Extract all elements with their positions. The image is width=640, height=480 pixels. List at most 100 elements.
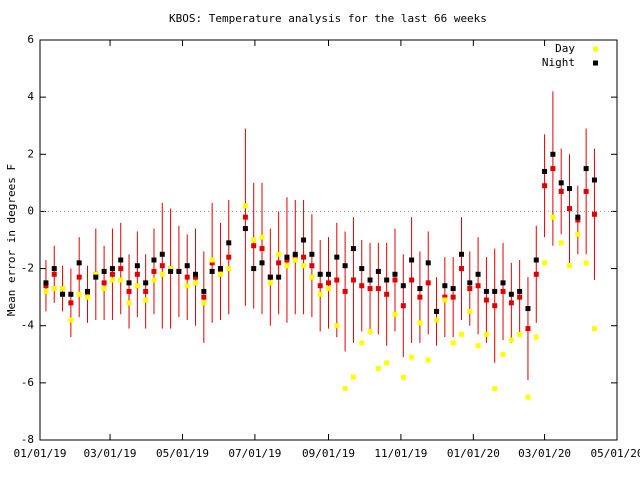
point [367,328,373,334]
point [375,286,381,292]
point [267,274,273,280]
point [101,268,107,274]
point [450,286,456,292]
point [359,266,365,272]
point [193,280,199,286]
point [442,294,448,300]
point [533,257,539,263]
point [425,280,431,286]
y-tick-label: -8 [21,433,34,446]
point [151,257,157,263]
point [43,283,49,289]
point [409,257,415,263]
point [251,266,257,272]
point [475,271,481,277]
point [284,254,290,260]
point [143,280,149,286]
point [575,231,581,237]
point [126,288,132,294]
point [326,286,331,292]
x-tick-label: 11/01/19 [374,447,427,460]
point [292,251,298,257]
point [276,274,282,280]
point [350,374,356,380]
point [143,288,149,294]
y-tick-label: 0 [27,204,34,217]
point [126,280,132,286]
point [583,166,589,172]
point [533,334,539,340]
point [517,331,523,337]
point [51,271,57,277]
point [583,260,589,266]
point [375,366,381,372]
point [375,268,381,274]
point [193,274,199,280]
point [43,288,49,294]
point [259,234,265,240]
point [134,271,140,277]
point [525,306,531,312]
point [159,251,165,257]
point [434,317,440,323]
point [475,343,481,349]
y-axis-label: Mean error in degrees F [5,164,18,316]
chart-title: KBOS: Temperature analysis for the last … [169,12,487,25]
x-tick-label: 07/01/19 [228,447,281,460]
point [301,263,307,269]
point [334,323,340,329]
point [93,274,99,280]
point [151,277,157,283]
point [400,303,406,309]
point [267,280,273,286]
point [542,183,548,189]
point [251,243,257,249]
point [483,297,489,303]
point [392,271,398,277]
point [68,317,74,323]
point [384,360,390,366]
point [417,294,423,300]
point [68,291,74,297]
point [309,263,315,269]
point [359,283,365,289]
point [417,286,423,292]
point [168,268,174,274]
point [508,291,514,297]
point [500,280,506,286]
point [317,291,323,297]
y-tick-label: -6 [21,376,34,389]
point [118,257,124,263]
point [309,274,315,280]
point [284,263,290,269]
point [575,217,581,223]
point [251,237,257,243]
point [209,257,215,263]
y-tick-label: -4 [21,319,35,332]
point [184,274,190,280]
y-tick-label: 2 [27,147,34,160]
point [367,277,373,283]
point [567,263,573,269]
point [317,271,323,277]
point [508,337,514,343]
point [76,291,82,297]
point [126,300,132,306]
point [492,288,498,294]
point [342,288,348,294]
point [309,251,315,257]
point [60,291,66,297]
point [517,288,523,294]
point [508,300,514,306]
point [60,286,66,292]
point [134,263,140,269]
point [525,394,531,400]
point [226,266,232,272]
point [458,251,464,257]
legend-marker [593,60,598,66]
point [68,300,74,306]
point [467,280,473,286]
y-tick-label: 4 [27,90,34,103]
point [550,151,556,157]
